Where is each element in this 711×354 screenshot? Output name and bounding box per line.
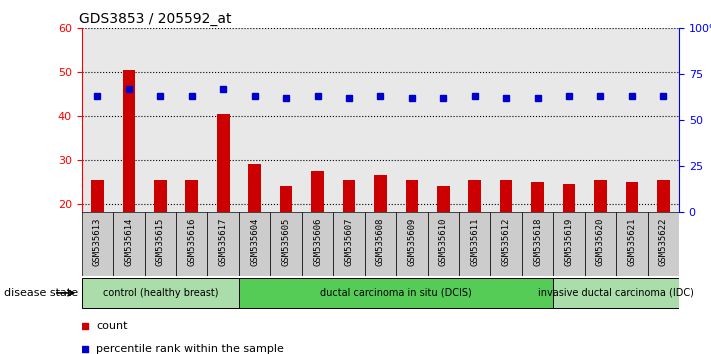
Text: GSM535614: GSM535614 bbox=[124, 217, 134, 266]
Text: GSM535611: GSM535611 bbox=[470, 217, 479, 266]
Text: GSM535615: GSM535615 bbox=[156, 217, 165, 266]
Bar bbox=[270, 28, 301, 212]
Text: GSM535607: GSM535607 bbox=[344, 217, 353, 266]
Bar bbox=[333, 28, 365, 212]
Bar bbox=[217, 114, 230, 291]
Bar bbox=[91, 179, 104, 291]
Bar bbox=[616, 212, 648, 276]
Bar bbox=[553, 212, 584, 276]
Bar bbox=[82, 212, 113, 276]
Bar bbox=[239, 212, 270, 276]
Text: percentile rank within the sample: percentile rank within the sample bbox=[96, 344, 284, 354]
Bar bbox=[144, 28, 176, 212]
Bar bbox=[396, 28, 427, 212]
Bar bbox=[531, 182, 544, 291]
Bar bbox=[522, 28, 553, 212]
Text: ductal carcinoma in situ (DCIS): ductal carcinoma in situ (DCIS) bbox=[320, 288, 472, 298]
Bar bbox=[333, 212, 365, 276]
Bar bbox=[459, 212, 491, 276]
Bar bbox=[437, 186, 449, 291]
Bar bbox=[82, 278, 239, 308]
Text: GSM535609: GSM535609 bbox=[407, 217, 417, 266]
Bar bbox=[113, 212, 144, 276]
Text: GSM535616: GSM535616 bbox=[187, 217, 196, 266]
Bar bbox=[301, 28, 333, 212]
Bar bbox=[176, 212, 208, 276]
Text: GSM535618: GSM535618 bbox=[533, 217, 542, 266]
Text: GSM535622: GSM535622 bbox=[659, 217, 668, 266]
Bar bbox=[562, 184, 575, 291]
Bar bbox=[239, 28, 270, 212]
Text: GSM535617: GSM535617 bbox=[219, 217, 228, 266]
Bar bbox=[248, 164, 261, 291]
Bar bbox=[594, 179, 606, 291]
Bar bbox=[82, 28, 113, 212]
Bar bbox=[374, 175, 387, 291]
Bar bbox=[522, 212, 553, 276]
Bar bbox=[270, 212, 301, 276]
Bar bbox=[144, 212, 176, 276]
Bar bbox=[459, 28, 491, 212]
Text: GSM535605: GSM535605 bbox=[282, 217, 291, 266]
Bar bbox=[186, 179, 198, 291]
Bar bbox=[365, 28, 396, 212]
Bar bbox=[208, 212, 239, 276]
Bar bbox=[405, 179, 418, 291]
Bar bbox=[301, 212, 333, 276]
Bar bbox=[239, 278, 553, 308]
Bar bbox=[176, 28, 208, 212]
Bar bbox=[427, 212, 459, 276]
Bar bbox=[500, 179, 513, 291]
Text: count: count bbox=[96, 321, 127, 331]
Bar bbox=[280, 186, 292, 291]
Bar bbox=[396, 212, 427, 276]
Bar bbox=[648, 28, 679, 212]
Bar bbox=[208, 28, 239, 212]
Text: control (healthy breast): control (healthy breast) bbox=[102, 288, 218, 298]
Text: GDS3853 / 205592_at: GDS3853 / 205592_at bbox=[79, 12, 231, 26]
Bar bbox=[657, 179, 670, 291]
Bar bbox=[427, 28, 459, 212]
Text: GSM535612: GSM535612 bbox=[502, 217, 510, 266]
Text: GSM535608: GSM535608 bbox=[376, 217, 385, 266]
Bar bbox=[311, 171, 324, 291]
Bar bbox=[491, 28, 522, 212]
Bar bbox=[343, 179, 356, 291]
Bar bbox=[648, 212, 679, 276]
Text: GSM535613: GSM535613 bbox=[93, 217, 102, 266]
Text: GSM535620: GSM535620 bbox=[596, 217, 605, 266]
Bar bbox=[154, 179, 166, 291]
Bar bbox=[113, 28, 144, 212]
Bar bbox=[584, 28, 616, 212]
Text: invasive ductal carcinoma (IDC): invasive ductal carcinoma (IDC) bbox=[538, 288, 694, 298]
Bar bbox=[122, 70, 135, 291]
Text: GSM535606: GSM535606 bbox=[313, 217, 322, 266]
Bar bbox=[584, 212, 616, 276]
Bar bbox=[365, 212, 396, 276]
Text: disease state: disease state bbox=[4, 288, 77, 298]
Text: GSM535610: GSM535610 bbox=[439, 217, 448, 266]
Bar bbox=[553, 28, 584, 212]
Bar bbox=[491, 212, 522, 276]
Bar bbox=[626, 182, 638, 291]
Text: GSM535621: GSM535621 bbox=[627, 217, 636, 266]
Text: GSM535619: GSM535619 bbox=[565, 217, 574, 266]
Bar bbox=[616, 28, 648, 212]
Bar bbox=[469, 179, 481, 291]
Bar bbox=[553, 278, 679, 308]
Text: GSM535604: GSM535604 bbox=[250, 217, 259, 266]
